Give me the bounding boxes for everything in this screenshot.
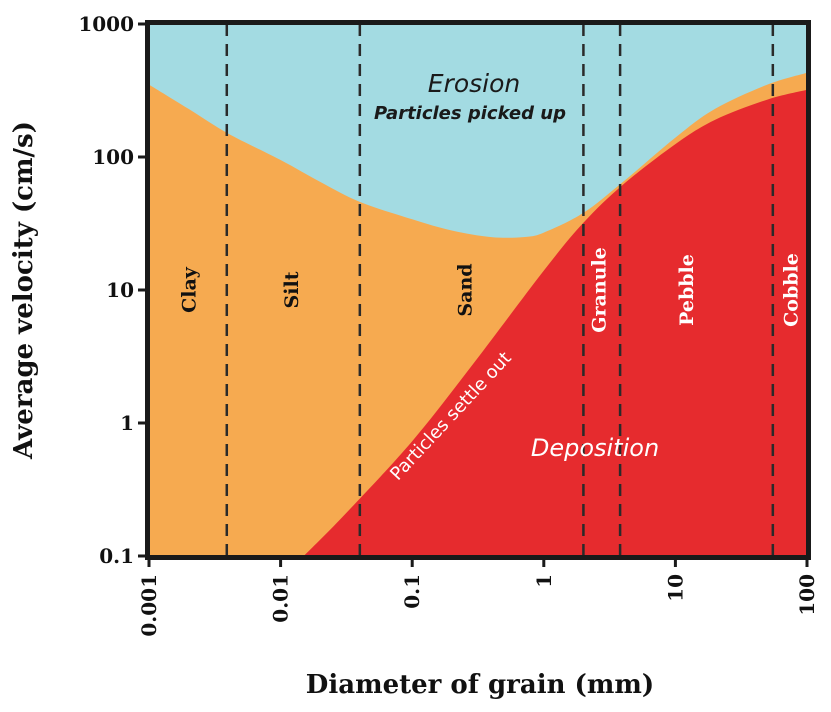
y-tick-label: 1: [120, 411, 134, 435]
y-tick-label: 1000: [78, 12, 134, 36]
x-tick-label: 10: [663, 574, 687, 602]
y-tick-label: 100: [92, 145, 134, 169]
x-tick-label: 1: [532, 574, 556, 588]
deposition-region: [303, 89, 807, 556]
x-tick-label: 0.1: [400, 574, 424, 609]
x-tick-label: 0.001: [137, 574, 161, 637]
erosion-title: Erosion: [428, 69, 520, 98]
erosion-subtitle: Particles picked up: [374, 103, 566, 124]
grain-class-label-sand: Sand: [455, 263, 477, 316]
y-tick-label: 0.1: [99, 544, 134, 568]
x-tick-label: 100: [795, 574, 819, 616]
grain-class-label-cobble: Cobble: [781, 253, 803, 327]
grain-class-label-clay: Clay: [179, 266, 201, 313]
y-axis-title: Average velocity (cm/s): [9, 121, 39, 460]
x-axis-title: Diameter of grain (mm): [306, 670, 654, 700]
plot-frame: [145, 20, 811, 560]
grain-class-label-granule: Granule: [588, 247, 610, 332]
grain-class-label-silt: Silt: [281, 271, 303, 308]
deposition-title: Deposition: [531, 434, 659, 462]
y-tick-label: 10: [106, 278, 134, 302]
x-tick-label: 0.01: [269, 574, 293, 623]
grain-class-label-pebble: Pebble: [676, 254, 698, 326]
